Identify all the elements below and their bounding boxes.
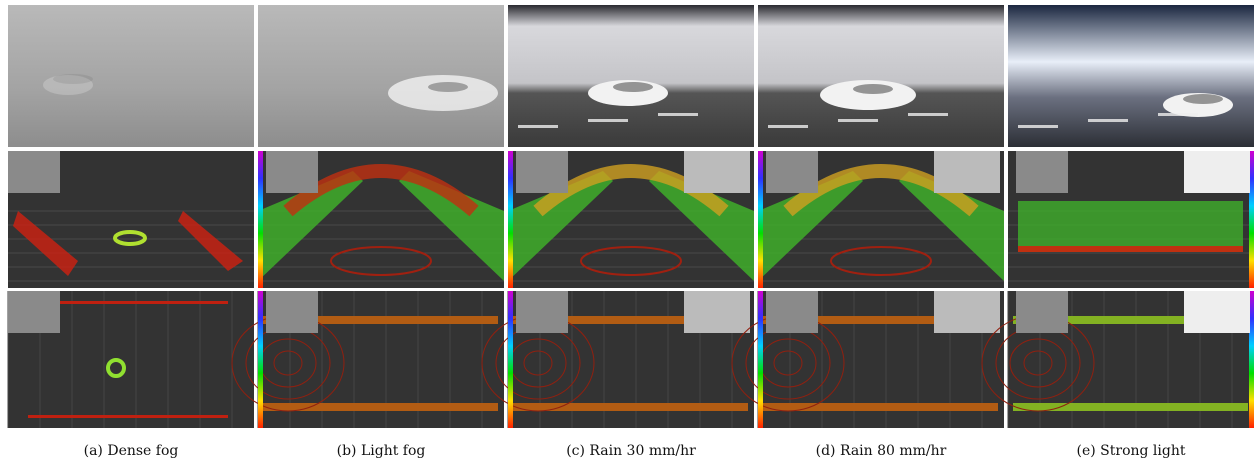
- caption: (d) Rain 80 mm/hr: [816, 443, 947, 459]
- camera-image: [8, 5, 254, 147]
- camera-image: [758, 5, 1004, 147]
- lane-mark: [588, 119, 628, 122]
- camera-thumbnail: [684, 151, 750, 193]
- camera-thumbnail: [934, 151, 1000, 193]
- camera-thumbnail: [684, 291, 750, 333]
- lane-mark: [1158, 113, 1198, 116]
- colorbar: [758, 291, 763, 428]
- colorbar: [508, 151, 513, 288]
- car-window: [613, 82, 653, 92]
- thermal-thumbnail: [766, 151, 818, 193]
- camera-thumbnail: [1184, 151, 1250, 193]
- lane-mark: [1018, 125, 1058, 128]
- car-window: [1183, 94, 1223, 104]
- colorbar: [258, 291, 263, 428]
- car-window: [53, 74, 93, 84]
- thermal-thumbnail: [516, 151, 568, 193]
- lane-mark: [838, 119, 878, 122]
- thermal-thumbnail: [266, 151, 318, 193]
- car-window: [853, 84, 893, 94]
- lane-mark: [1088, 119, 1128, 122]
- thermal-thumbnail: [516, 291, 568, 333]
- thermal-thumbnail: [8, 291, 60, 333]
- caption: (e) Strong light: [1077, 443, 1186, 459]
- thermal-thumbnail: [1016, 291, 1068, 333]
- camera-thumbnail: [1184, 291, 1250, 333]
- lane-mark: [908, 113, 948, 116]
- thermal-thumbnail: [1016, 151, 1068, 193]
- photo-bg: [8, 5, 254, 147]
- colorbar: [258, 151, 263, 288]
- colorbar: [758, 151, 763, 288]
- camera-thumbnail: [934, 291, 1000, 333]
- photo-bg: [258, 5, 504, 147]
- colorbar: [508, 291, 513, 428]
- thermal-thumbnail: [766, 291, 818, 333]
- points: [1018, 246, 1243, 252]
- caption: (c) Rain 30 mm/hr: [566, 443, 696, 459]
- figure: (a) Dense fog (b) Light fog (c) Rain 30 mm…: [0, 0, 1255, 467]
- caption: (b) Light fog: [337, 443, 426, 459]
- points: [28, 415, 228, 418]
- thermal-thumbnail: [8, 151, 60, 193]
- car-window: [428, 82, 468, 92]
- lane-mark: [768, 125, 808, 128]
- thermal-thumbnail: [266, 291, 318, 333]
- camera-image: [1008, 5, 1254, 147]
- car: [388, 75, 498, 111]
- camera-image: [508, 5, 754, 147]
- lane-mark: [518, 125, 558, 128]
- points: [1018, 201, 1243, 246]
- caption: (a) Dense fog: [84, 443, 179, 459]
- camera-image: [258, 5, 504, 147]
- lane-mark: [658, 113, 698, 116]
